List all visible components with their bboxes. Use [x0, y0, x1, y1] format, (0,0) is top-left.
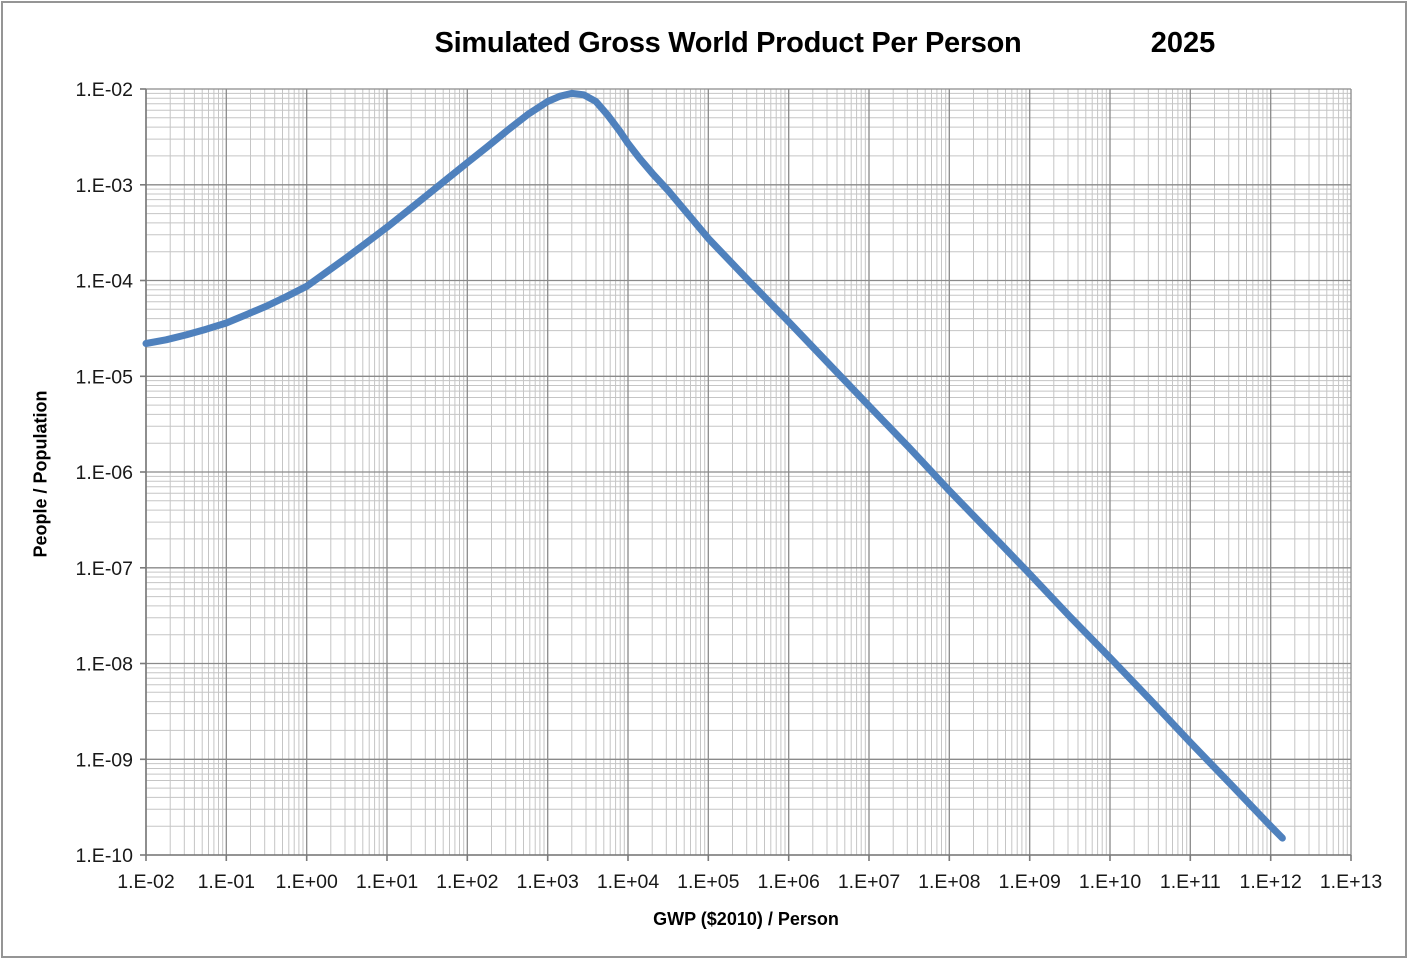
y-axis-title: People / Population: [30, 390, 51, 558]
y-tick-label: 1.E-06: [76, 462, 133, 484]
x-tick-label: 1.E+10: [1079, 871, 1142, 893]
x-tick-label: 1.E+01: [356, 871, 418, 893]
x-tick-label: 1.E-01: [198, 871, 255, 893]
major-gridlines: [145, 88, 1352, 856]
x-tick-label: 1.E-02: [117, 871, 174, 893]
y-tick-label: 1.E-05: [76, 366, 134, 388]
y-tick-label: 1.E-03: [76, 175, 133, 197]
x-tick-label: 1.E+03: [517, 871, 579, 893]
y-tick-label: 1.E-02: [76, 79, 133, 101]
y-tick-label: 1.E-04: [76, 271, 134, 293]
x-tick-label: 1.E+13: [1320, 871, 1382, 893]
y-tick-label: 1.E-07: [76, 558, 133, 580]
x-tick-label: 1.E+11: [1160, 871, 1221, 893]
axis-tick-labels: 1.E-02 1.E-01 1.E+00 1.E+01 1.E+02 1.E+03 1.E+…: [76, 79, 1383, 893]
x-tick-label: 1.E+09: [999, 871, 1061, 893]
x-axis-title: GWP ($2010) / Person: [653, 909, 839, 929]
x-tick-label: 1.E+08: [918, 871, 980, 893]
x-tick-label: 1.E+02: [436, 871, 498, 893]
x-tick-label: 1.E+07: [838, 871, 900, 893]
x-tick-label: 1.E+05: [677, 871, 740, 893]
x-tick-label: 1.E+04: [597, 871, 660, 893]
y-tick-label: 1.E-08: [76, 654, 133, 676]
chart-title-year: 2025: [1150, 27, 1216, 59]
axis-tick-marks: [140, 88, 1352, 861]
x-tick-label: 1.E+00: [276, 871, 339, 893]
x-tick-label: 1.E+12: [1240, 871, 1302, 893]
data-series-line: [142, 89, 1286, 842]
y-tick-label: 1.E-10: [76, 845, 134, 867]
y-tick-label: 1.E-09: [76, 749, 133, 771]
chart-title: Simulated Gross World Product Per Person: [434, 27, 1022, 59]
x-tick-label: 1.E+06: [758, 871, 820, 893]
